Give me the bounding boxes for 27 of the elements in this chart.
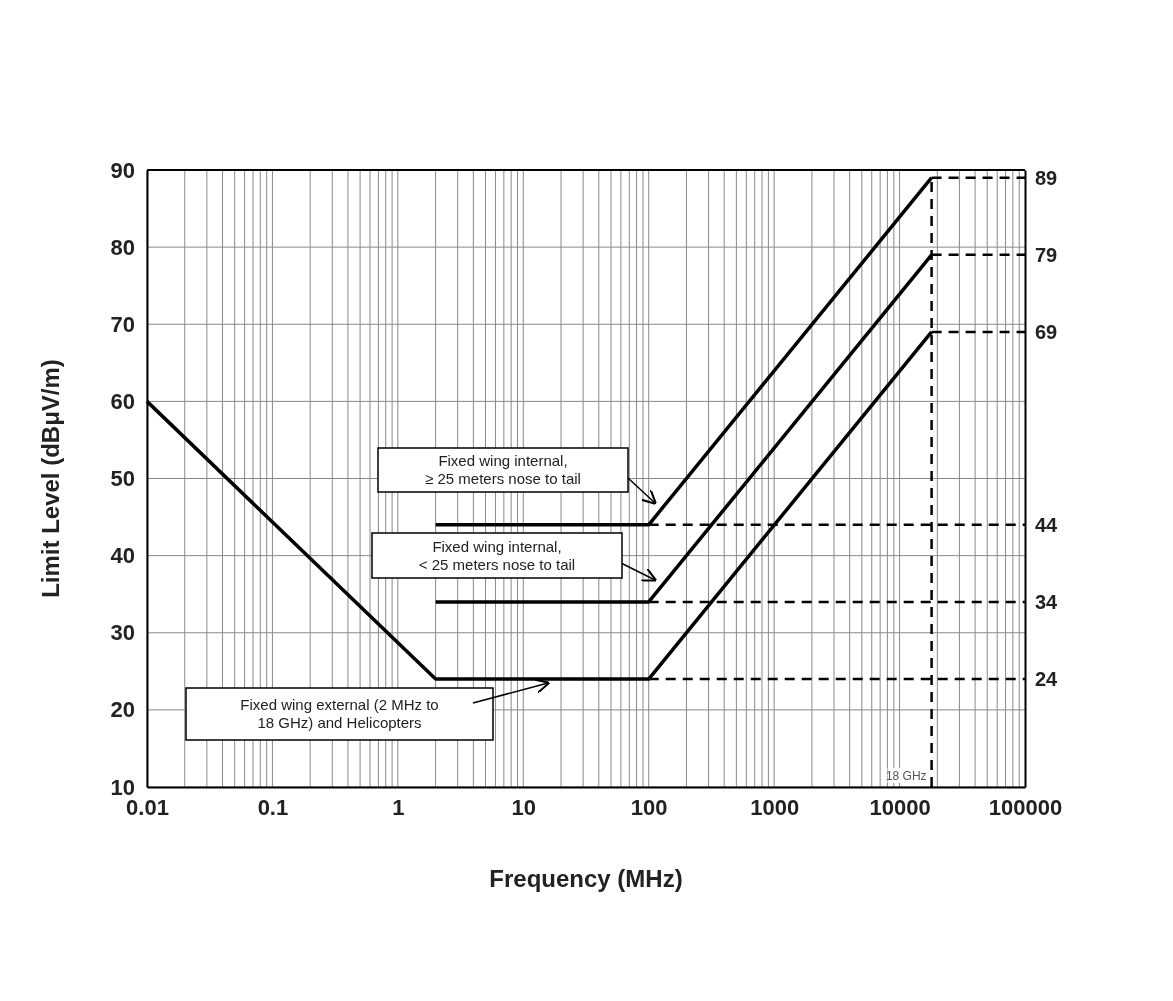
x-axis-title: Frequency (MHz)	[489, 865, 683, 892]
annotation: Fixed wing internal, ≥ 25 meters nose to tail	[425, 452, 581, 487]
annotation: Fixed wing external (2 MHz to 18 GHz) and Helicopters	[240, 696, 439, 731]
x-tick-label: 100	[630, 794, 668, 820]
y-tick-label: 40	[110, 543, 135, 569]
y2-tick-label: 79	[1035, 243, 1058, 266]
y-axis-title: Limit Level (dBμV/m)	[37, 359, 64, 598]
y-tick-label: 70	[110, 311, 135, 337]
y-tick-label: 50	[110, 466, 135, 492]
y-tick-label: 90	[110, 157, 135, 183]
y2-tick-label: 69	[1035, 320, 1058, 343]
annotation: 18 GHz	[885, 769, 927, 783]
y-tick-label: 30	[110, 620, 135, 646]
x-tick-label: 1000	[750, 794, 800, 820]
x-tick-label: 10	[511, 794, 537, 820]
y-tick-label: 20	[110, 697, 135, 723]
x-tick-label: 0.1	[257, 794, 289, 820]
y2-tick-label: 34	[1035, 590, 1059, 613]
y2-tick-label: 44	[1035, 513, 1059, 536]
annotation: Fixed wing internal, < 25 meters nose to tail	[418, 537, 576, 573]
y2-tick-label: 24	[1035, 667, 1059, 690]
x-tick-label: 10000	[869, 794, 931, 820]
y2-tick-label: 89	[1035, 166, 1058, 189]
y-tick-label: 60	[110, 388, 135, 414]
x-tick-label: 1	[392, 794, 405, 820]
x-tick-label: 100000	[988, 794, 1063, 820]
y-tick-label: 80	[110, 234, 135, 260]
